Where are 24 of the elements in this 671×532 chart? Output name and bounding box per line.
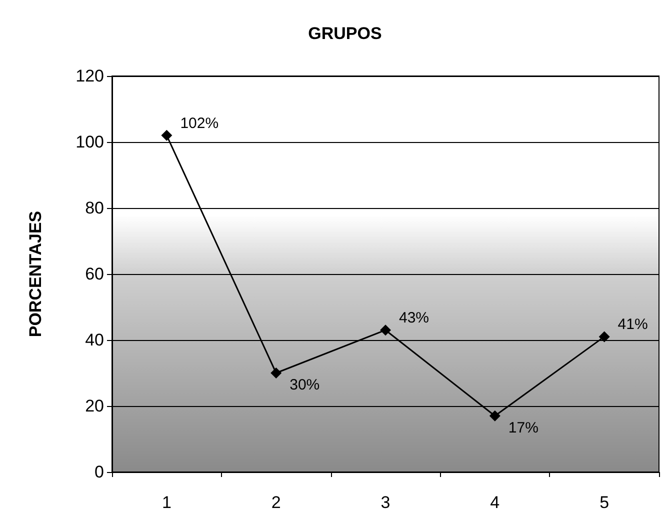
x-tick-label: 5 [600,493,610,512]
data-label: 41% [618,316,648,334]
y-tick-label: 120 [76,66,104,86]
y-tick-label: 0 [94,462,104,482]
x-tick-label: 2 [271,493,281,512]
chart-title: GRUPOS [308,24,382,43]
y-tick-label: 60 [85,264,104,284]
data-label: 30% [290,376,320,394]
x-tick-label: 3 [380,493,390,512]
y-tick-label: 80 [85,198,104,218]
y-tick-label: 100 [76,132,104,152]
data-label: 43% [399,310,430,327]
x-tick-label: 1 [162,493,172,512]
point [161,130,172,141]
point [598,331,610,342]
x-tick-label: 4 [490,493,500,512]
data-label: 17% [508,419,538,436]
y-tick-label: 20 [85,396,104,416]
y-axis-title: PORCENTAJES [26,210,45,338]
point [270,368,282,378]
y-tick-label: 40 [85,330,104,350]
data-label: 102% [180,114,219,132]
point [489,410,500,422]
point [380,324,391,336]
